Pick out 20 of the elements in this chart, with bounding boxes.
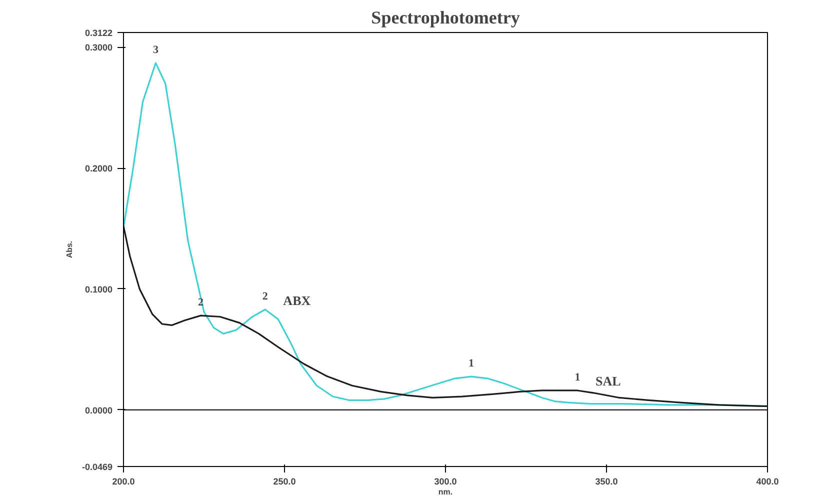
annotation: 2: [262, 290, 268, 303]
annotation: ABX: [283, 293, 312, 308]
x-tick-label: 400.0: [756, 476, 779, 486]
y-tick-label: 0.3122: [84, 28, 113, 38]
y-axis-title: Abs.: [64, 240, 74, 258]
chart-title: Spectrophotometry: [371, 8, 520, 28]
annotation: 1: [468, 358, 474, 370]
x-tick-label: 200.0: [112, 476, 135, 486]
annotation: 1: [574, 371, 580, 384]
annotation: 3: [152, 44, 159, 56]
y-tick-label: -0.0469: [82, 462, 113, 472]
y-tick-label: 0.1000: [84, 284, 113, 294]
y-tick-label: 0.3000: [84, 42, 113, 53]
x-tick-label: 250.0: [273, 476, 296, 486]
x-tick-label: 350.0: [595, 476, 618, 486]
y-tick-label: 0.0000: [84, 405, 113, 416]
x-tick-label: 300.0: [434, 476, 457, 486]
y-tick-label: 0.2000: [84, 164, 113, 174]
annotation: SAL: [596, 373, 622, 388]
x-axis-title: nm.: [438, 488, 453, 496]
